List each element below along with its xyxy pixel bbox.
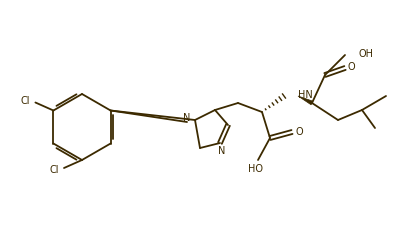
Text: Cl: Cl xyxy=(21,96,30,106)
Text: N: N xyxy=(183,113,190,123)
Text: N: N xyxy=(219,146,226,156)
Text: Cl: Cl xyxy=(49,165,59,175)
Text: OH: OH xyxy=(359,49,374,59)
Text: HO: HO xyxy=(249,164,264,174)
Text: O: O xyxy=(347,62,355,72)
Text: HN: HN xyxy=(298,90,313,100)
Text: O: O xyxy=(295,127,303,137)
Polygon shape xyxy=(298,96,313,105)
